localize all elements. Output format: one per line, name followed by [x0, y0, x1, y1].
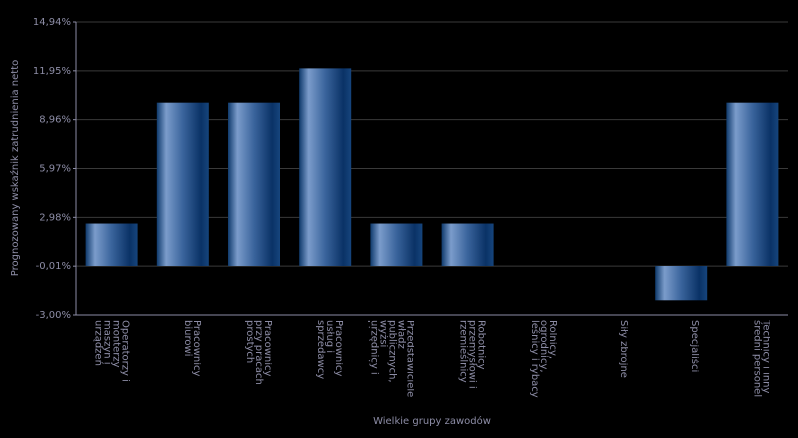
y-tick-label: 11,95%: [33, 66, 71, 77]
x-axis-title: Wielkie grupy zawodów: [373, 415, 491, 427]
y-tick-label: 2,98%: [39, 212, 71, 223]
bar: [299, 68, 352, 267]
bar: [228, 102, 280, 267]
bar: [655, 266, 708, 301]
y-axis-title: Prognozowany wskaźnik zatrudnienia netto: [9, 60, 21, 276]
y-tick-label: 5,97%: [39, 164, 71, 175]
bar: [85, 223, 138, 267]
bar: [370, 223, 423, 267]
x-tick-label: Pracownicy biurowi: [181, 320, 201, 377]
bar: [441, 223, 494, 267]
y-tick-label: -3,00%: [36, 310, 71, 321]
x-tick-label: Przedstawiciele władz publicznych, wyżsi…: [368, 320, 415, 398]
x-tick-label: Rolnicy, ogrodnicy, leśnicy i rybacy: [528, 320, 557, 398]
bar: [156, 102, 209, 267]
y-tick-label: 8,96%: [39, 115, 71, 126]
x-tick-label: Specjaliści: [689, 320, 700, 373]
y-tick-label: -0,01%: [36, 261, 71, 272]
y-tick-label: 14,94%: [33, 17, 71, 28]
x-tick-label: Pracownicy usług i sprzedawcy: [315, 320, 344, 380]
x-tick-label: Operatorzy i monterzy maszyn i urządzeń: [92, 320, 130, 382]
x-tick-label: Technicy i inny średni personel: [751, 320, 771, 398]
x-tick-label: Robotnicy przemysłowi i rzemieślnicy: [457, 320, 486, 389]
x-tick-label: Siły zbrojne: [618, 320, 628, 378]
x-tick-label: Pracownicy przy pracach prostych: [244, 320, 272, 385]
bar: [726, 102, 779, 267]
